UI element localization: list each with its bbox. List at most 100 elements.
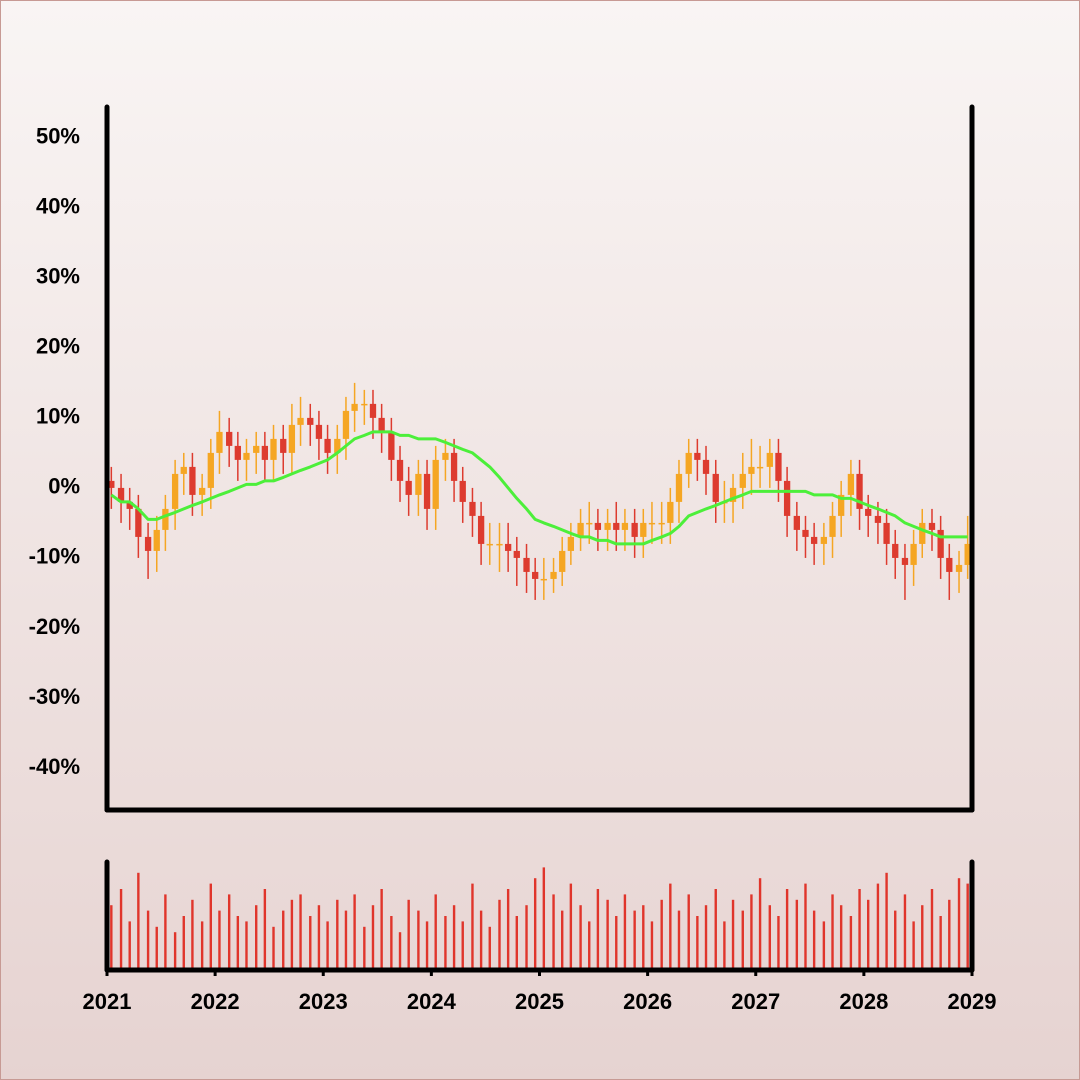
volume-bar — [344, 910, 348, 970]
candle-body — [883, 522, 890, 544]
candle-body — [594, 522, 602, 530]
y-tick-label: 0% — [48, 474, 80, 499]
volume-bar — [326, 921, 329, 970]
volume-bar — [425, 921, 429, 970]
candle-body — [838, 494, 845, 516]
y-tick-label: 30% — [36, 264, 80, 289]
candle-body — [919, 522, 926, 544]
candle-body — [280, 438, 287, 453]
candle-body — [334, 438, 341, 453]
candle-body — [829, 515, 836, 537]
volume-bar — [660, 899, 663, 970]
volume-bar — [822, 921, 826, 970]
candle-body — [450, 452, 458, 481]
candle-body — [144, 536, 152, 551]
volume-bar — [110, 905, 113, 970]
volume-bar — [461, 921, 464, 970]
volume-bar — [948, 899, 951, 970]
volume-bar — [417, 910, 420, 970]
candle-body — [946, 557, 953, 572]
candle-body — [694, 452, 701, 460]
y-tick-label: -10% — [29, 544, 80, 569]
volume-bar — [921, 905, 924, 970]
candle-body — [513, 550, 520, 558]
candle-body — [288, 424, 296, 453]
volume-bar — [182, 916, 185, 970]
candle-body — [532, 571, 539, 579]
x-tick-label: 2026 — [623, 989, 672, 1014]
volume-bar — [714, 889, 717, 970]
candle-body — [865, 508, 872, 516]
candle-body — [658, 522, 665, 525]
volume-bar — [317, 905, 321, 970]
volume-bar — [236, 916, 240, 970]
volume-bar — [623, 894, 627, 970]
candle-body — [307, 417, 314, 425]
candle-body — [315, 424, 323, 439]
candle-body — [766, 452, 773, 467]
candle-body — [856, 473, 863, 509]
candle-body — [486, 543, 493, 546]
candle-body — [964, 543, 971, 565]
candle-body — [297, 417, 304, 425]
volume-bar — [515, 916, 518, 970]
volume-bar — [930, 889, 934, 970]
candle-body — [901, 557, 909, 565]
candle-body — [621, 522, 629, 530]
volume-bar — [155, 926, 158, 970]
volume-bar — [227, 894, 231, 970]
volume-bar — [569, 883, 573, 970]
volume-bar — [173, 932, 177, 970]
candle-body — [675, 473, 683, 502]
candle-body — [874, 515, 882, 523]
volume-bar — [615, 916, 618, 970]
candle-body — [504, 543, 512, 551]
volume-bar — [506, 889, 510, 970]
x-tick-label: 2029 — [948, 989, 997, 1014]
candle-body — [712, 473, 719, 502]
y-tick-label: 50% — [36, 124, 80, 149]
candle-body — [351, 403, 358, 411]
candle-body — [702, 459, 710, 474]
volume-bar — [777, 916, 780, 970]
candle-body — [243, 452, 250, 460]
volume-bar — [858, 889, 861, 970]
candle-body — [955, 564, 963, 572]
volume-bar — [200, 921, 204, 970]
candle-body — [775, 452, 782, 481]
candle-body — [423, 473, 431, 509]
y-tick-label: 10% — [36, 404, 80, 429]
y-tick-label: 20% — [36, 334, 80, 359]
volume-bar — [696, 916, 699, 970]
moving-average-line — [110, 430, 968, 546]
volume-bar — [561, 910, 564, 970]
candle-body — [388, 431, 395, 460]
volume-bar — [533, 878, 537, 970]
candle-body — [270, 438, 277, 460]
candle-body — [442, 452, 449, 460]
volume-bar — [741, 910, 744, 970]
volume-bar — [669, 883, 672, 970]
volume-bar — [542, 867, 546, 970]
volume-bar — [876, 883, 880, 970]
candle-body — [937, 529, 944, 558]
volume-bar — [452, 905, 456, 970]
candle-body — [847, 473, 855, 495]
candle-body — [559, 550, 566, 572]
volume-bar — [579, 905, 582, 970]
candle-body — [567, 536, 575, 551]
volume-bar — [812, 910, 816, 970]
candle-body — [253, 445, 260, 453]
candle-body — [604, 522, 611, 530]
candle-body — [739, 473, 746, 488]
candle-body — [261, 445, 269, 460]
volume-bar — [255, 905, 258, 970]
volume-bar — [164, 894, 167, 970]
candle-body — [216, 431, 223, 453]
x-tick-label: 2021 — [83, 989, 132, 1014]
candle-body — [459, 480, 466, 502]
volume-bar — [606, 899, 609, 970]
volume-bar — [723, 921, 726, 970]
